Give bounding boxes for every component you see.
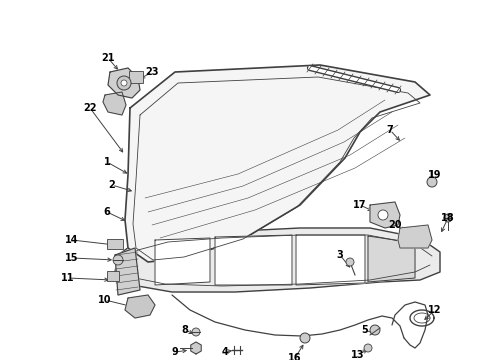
Text: 6: 6	[103, 207, 110, 217]
Text: 9: 9	[171, 347, 178, 357]
Text: 22: 22	[83, 103, 97, 113]
Text: 17: 17	[352, 200, 366, 210]
Text: 21: 21	[101, 53, 115, 63]
Text: 8: 8	[181, 325, 188, 335]
Circle shape	[121, 80, 127, 86]
Text: 4: 4	[221, 347, 228, 357]
Circle shape	[443, 214, 451, 222]
Text: 16: 16	[287, 353, 301, 360]
Circle shape	[363, 344, 371, 352]
Polygon shape	[369, 202, 399, 228]
Polygon shape	[115, 248, 140, 295]
Text: 19: 19	[427, 170, 441, 180]
Text: 18: 18	[440, 213, 454, 223]
Text: 7: 7	[386, 125, 392, 135]
Text: 14: 14	[65, 235, 79, 245]
Text: 13: 13	[350, 350, 364, 360]
Text: 12: 12	[427, 305, 441, 315]
Text: 2: 2	[108, 180, 115, 190]
Polygon shape	[108, 68, 140, 98]
Circle shape	[377, 210, 387, 220]
Polygon shape	[125, 65, 429, 262]
Polygon shape	[103, 92, 126, 115]
Polygon shape	[215, 235, 291, 285]
Text: 5: 5	[361, 325, 367, 335]
Polygon shape	[125, 295, 155, 318]
Polygon shape	[115, 228, 439, 292]
FancyBboxPatch shape	[129, 71, 142, 83]
Text: 1: 1	[103, 157, 110, 167]
Text: 11: 11	[61, 273, 75, 283]
Polygon shape	[155, 238, 209, 285]
Text: 15: 15	[65, 253, 79, 263]
Circle shape	[117, 76, 131, 90]
Text: 10: 10	[98, 295, 112, 305]
Text: 20: 20	[387, 220, 401, 230]
Circle shape	[299, 333, 309, 343]
Polygon shape	[367, 236, 414, 282]
Polygon shape	[397, 225, 431, 248]
FancyBboxPatch shape	[107, 239, 123, 249]
Circle shape	[113, 255, 123, 265]
Circle shape	[369, 325, 379, 335]
FancyBboxPatch shape	[107, 271, 119, 281]
Circle shape	[346, 258, 353, 266]
Circle shape	[426, 177, 436, 187]
Circle shape	[192, 328, 200, 336]
Text: 3: 3	[336, 250, 343, 260]
Text: 23: 23	[145, 67, 159, 77]
Polygon shape	[295, 235, 364, 285]
Polygon shape	[190, 342, 201, 354]
